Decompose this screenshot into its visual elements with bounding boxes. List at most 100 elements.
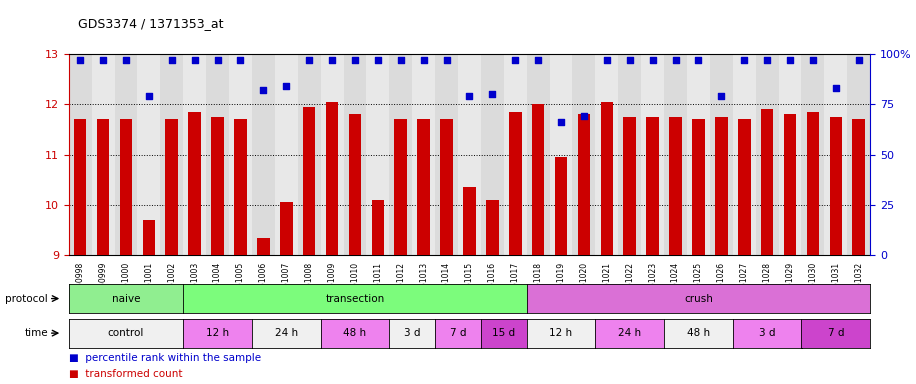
Text: ■  transformed count: ■ transformed count xyxy=(69,369,182,379)
Point xyxy=(164,57,179,63)
Bar xyxy=(847,54,870,255)
Point xyxy=(530,57,545,63)
Point xyxy=(301,57,316,63)
Bar xyxy=(624,117,636,255)
Bar xyxy=(143,220,155,255)
Text: 7 d: 7 d xyxy=(450,328,466,338)
Bar xyxy=(97,119,109,255)
Bar xyxy=(807,112,819,255)
Bar xyxy=(756,54,779,255)
Text: 12 h: 12 h xyxy=(206,328,229,338)
Bar xyxy=(710,54,733,255)
Bar xyxy=(349,114,361,255)
Bar xyxy=(252,54,275,255)
Bar xyxy=(257,238,269,255)
Bar xyxy=(212,117,224,255)
Bar xyxy=(527,54,550,255)
Text: GDS3374 / 1371353_at: GDS3374 / 1371353_at xyxy=(78,17,224,30)
Bar xyxy=(481,54,504,255)
Bar xyxy=(830,117,842,255)
Point xyxy=(278,83,293,89)
Bar xyxy=(687,54,710,255)
Bar xyxy=(389,54,412,255)
Bar xyxy=(74,119,86,255)
Point xyxy=(622,57,637,63)
Bar xyxy=(166,119,178,255)
Point xyxy=(141,93,156,99)
Bar xyxy=(418,119,430,255)
Point xyxy=(599,57,614,63)
Point xyxy=(576,113,591,119)
Point xyxy=(118,57,133,63)
Point xyxy=(507,57,522,63)
Point xyxy=(462,93,476,99)
Bar xyxy=(321,54,344,255)
Bar xyxy=(92,54,114,255)
Bar xyxy=(578,114,590,255)
Point xyxy=(668,57,682,63)
Text: 48 h: 48 h xyxy=(687,328,710,338)
Point xyxy=(95,57,110,63)
Text: protocol: protocol xyxy=(5,293,49,304)
Point xyxy=(416,57,431,63)
Point xyxy=(256,87,270,93)
Point xyxy=(485,91,499,97)
Text: naive: naive xyxy=(112,293,140,304)
Text: crush: crush xyxy=(684,293,713,304)
Bar xyxy=(395,119,407,255)
Bar xyxy=(275,54,298,255)
Point xyxy=(233,57,247,63)
Point xyxy=(645,57,660,63)
Bar xyxy=(160,54,183,255)
Bar xyxy=(463,187,475,255)
Text: time: time xyxy=(25,328,49,338)
Bar xyxy=(435,54,458,255)
Text: transection: transection xyxy=(325,293,385,304)
Point xyxy=(805,57,820,63)
Bar xyxy=(779,54,802,255)
Bar xyxy=(802,54,824,255)
Bar xyxy=(824,54,847,255)
Point xyxy=(553,119,568,125)
Point xyxy=(851,57,866,63)
Bar xyxy=(641,54,664,255)
Bar xyxy=(412,54,435,255)
Bar xyxy=(555,157,567,255)
Bar xyxy=(298,54,321,255)
Bar xyxy=(509,112,521,255)
Bar xyxy=(344,54,366,255)
Point xyxy=(782,57,797,63)
Point xyxy=(759,57,774,63)
Bar xyxy=(229,54,252,255)
Bar xyxy=(595,54,618,255)
Bar xyxy=(532,104,544,255)
Text: 3 d: 3 d xyxy=(404,328,420,338)
Text: 7 d: 7 d xyxy=(827,328,845,338)
Text: control: control xyxy=(108,328,144,338)
Bar xyxy=(504,54,527,255)
Bar xyxy=(189,112,201,255)
Text: 24 h: 24 h xyxy=(618,328,641,338)
Bar xyxy=(120,119,132,255)
Bar xyxy=(853,119,865,255)
Point xyxy=(828,85,843,91)
Bar xyxy=(784,114,796,255)
Bar xyxy=(486,200,498,255)
Point xyxy=(210,57,224,63)
Text: 12 h: 12 h xyxy=(550,328,572,338)
Point xyxy=(370,57,385,63)
Bar xyxy=(715,117,727,255)
Bar xyxy=(206,54,229,255)
Point xyxy=(691,57,705,63)
Bar xyxy=(326,102,338,255)
Bar xyxy=(303,107,315,255)
Text: 3 d: 3 d xyxy=(758,328,776,338)
Bar xyxy=(441,119,453,255)
Bar xyxy=(670,117,682,255)
Text: 15 d: 15 d xyxy=(492,328,516,338)
Bar xyxy=(647,117,659,255)
Bar xyxy=(733,54,756,255)
Bar xyxy=(761,109,773,255)
Bar xyxy=(280,202,292,255)
Point xyxy=(72,57,87,63)
